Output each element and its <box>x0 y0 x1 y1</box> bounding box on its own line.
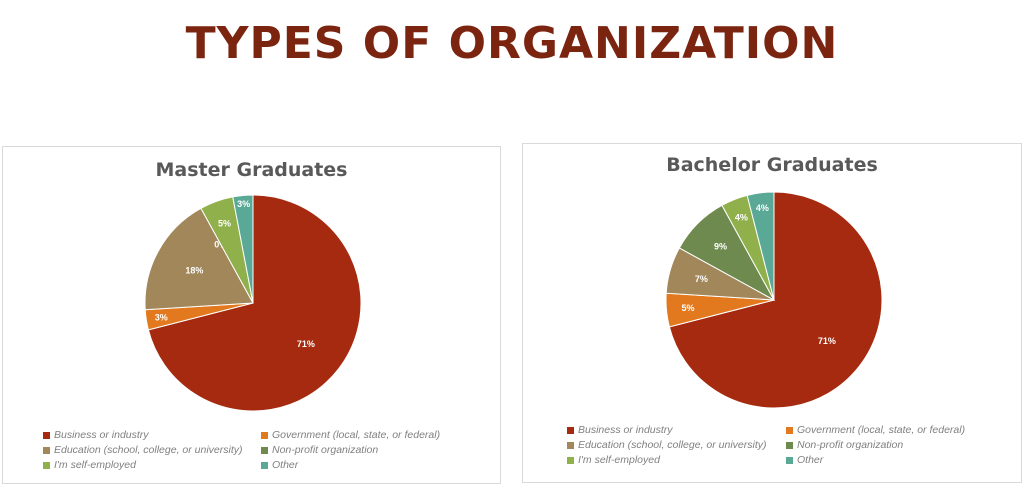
legend-item-i-m-self-employed: I'm self-employed <box>43 459 261 471</box>
legend-item-education-school-college-or-university: Education (school, college, or universit… <box>567 439 786 451</box>
pie-slice-other <box>232 194 254 304</box>
legend-item-government-local-state-or-federal: Government (local, state, or federal) <box>261 429 471 441</box>
legend-swatch <box>786 426 793 434</box>
data-label-non-profit-organization: 9% <box>714 242 727 252</box>
legend-item-other: Other <box>786 454 996 466</box>
pie-slice-education-school-college-or-university <box>144 207 254 311</box>
page-title: TYPES OF ORGANIZATION <box>185 18 839 69</box>
legend-swatch <box>261 446 268 454</box>
legend-swatch <box>43 431 50 439</box>
legend-label: Business or industry <box>54 429 149 441</box>
legend-item-non-profit-organization: Non-profit organization <box>261 444 471 456</box>
legend-item-business-or-industry: Business or industry <box>567 424 786 436</box>
pie-slice-other <box>746 191 775 301</box>
data-label-business-or-industry: 71% <box>818 336 836 346</box>
legend-swatch <box>261 461 268 469</box>
data-label-education-school-college-or-university: 18% <box>185 266 203 276</box>
legend-label: I'm self-employed <box>54 459 136 471</box>
legend-swatch <box>567 426 574 434</box>
legend-item-i-m-self-employed: I'm self-employed <box>567 454 786 466</box>
legend-swatch <box>786 441 793 449</box>
bachelor-pie: 71% 5% 7% 9% 4% 4% <box>665 191 883 409</box>
legend-label: Other <box>797 454 824 466</box>
data-label-other: 4% <box>756 203 769 213</box>
legend-swatch <box>43 446 50 454</box>
data-label-i-m-self-employed: 5% <box>218 219 231 229</box>
master-graduates-chart: Master Graduates 71%3%18%0%5%3% Business… <box>2 146 501 484</box>
legend-item-non-profit-organization: Non-profit organization <box>786 439 996 451</box>
legend-label: Other <box>272 459 299 471</box>
master-pie: 71%3%18%0%5%3% <box>144 194 362 412</box>
legend-swatch <box>261 431 268 439</box>
pie-slice-business-or-industry <box>668 191 883 409</box>
legend-label: Education (school, college, or universit… <box>578 439 767 451</box>
data-label-government-local-state-or-federal: 3% <box>155 313 168 323</box>
data-label-education-school-college-or-university: 7% <box>695 274 708 284</box>
legend-swatch <box>567 456 574 464</box>
master-legend: Business or industry Government (local, s… <box>43 429 471 471</box>
pie-slice-business-or-industry <box>147 194 362 412</box>
legend-item-government-local-state-or-federal: Government (local, state, or federal) <box>786 424 996 436</box>
legend-label: Non-profit organization <box>797 439 904 451</box>
legend-label: Business or industry <box>578 424 673 436</box>
legend-swatch <box>786 456 793 464</box>
legend-label: Government (local, state, or federal) <box>272 429 441 441</box>
bachelor-legend: Business or industry Government (local, s… <box>567 424 996 466</box>
data-label-i-m-self-employed: 4% <box>735 213 748 223</box>
legend-label: Non-profit organization <box>272 444 379 456</box>
bachelor-graduates-chart: Bachelor Graduates 71% 5% 7% 9% 4% 4% Busines… <box>522 143 1022 483</box>
data-label-government-local-state-or-federal: 5% <box>681 303 694 313</box>
chart-title: Master Graduates <box>155 159 348 181</box>
legend-item-business-or-industry: Business or industry <box>43 429 261 441</box>
data-label-business-or-industry: 71% <box>297 339 315 349</box>
legend-item-other: Other <box>261 459 471 471</box>
legend-swatch <box>43 461 50 469</box>
legend-label: Education (school, college, or universit… <box>54 444 243 456</box>
chart-title: Bachelor Graduates <box>666 154 878 176</box>
data-label-other: 3% <box>237 199 250 209</box>
legend-label: I'm self-employed <box>578 454 660 466</box>
legend-item-education-school-college-or-university: Education (school, college, or universit… <box>43 444 261 456</box>
legend-swatch <box>567 441 574 449</box>
legend-label: Government (local, state, or federal) <box>797 424 966 436</box>
